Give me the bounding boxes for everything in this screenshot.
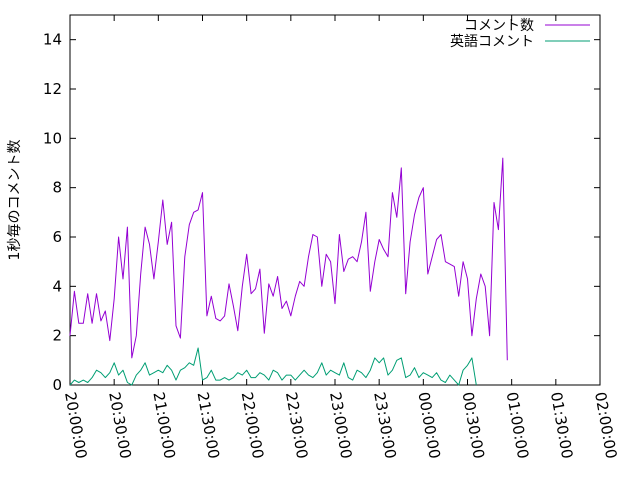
x-tick-label: 21:30:00 xyxy=(194,391,223,460)
y-tick-label: 12 xyxy=(43,80,62,98)
y-tick-label: 14 xyxy=(43,31,62,49)
x-tick-label: 22:30:00 xyxy=(282,391,311,460)
x-tick-label: 23:30:00 xyxy=(370,391,399,460)
x-tick-label: 22:00:00 xyxy=(238,391,267,460)
series-lines xyxy=(69,157,508,386)
legend-label-english: 英語コメント xyxy=(450,33,534,50)
y-tick-label: 8 xyxy=(52,179,62,197)
x-tick-label: 00:00:00 xyxy=(414,391,443,460)
y-tick-label: 6 xyxy=(52,228,62,246)
plot-frame xyxy=(69,14,601,386)
x-tick-label: 00:30:00 xyxy=(459,391,488,460)
x-tick-label: 01:00:00 xyxy=(503,391,532,460)
x-tick-label: 23:00:00 xyxy=(326,391,355,460)
y-tick-label: 10 xyxy=(43,129,62,147)
x-axis-ticks: 20:00:00 20:30:00 21:00:00 21:30:00 22:00:00… xyxy=(61,15,620,460)
y-axis-label: 1秒毎のコメント数 xyxy=(7,140,23,261)
series-line-comments xyxy=(69,157,508,361)
series-line-english xyxy=(69,347,477,386)
y-tick-label: 4 xyxy=(52,277,62,295)
x-tick-label: 20:00:00 xyxy=(61,391,90,460)
y-axis-ticks: 0 2 4 6 8 10 12 14 xyxy=(43,31,600,394)
y-tick-label: 2 xyxy=(52,327,62,345)
x-tick-label: 21:00:00 xyxy=(149,391,178,460)
legend: コメント数 英語コメント xyxy=(450,18,590,50)
x-tick-label: 20:30:00 xyxy=(105,391,134,460)
x-tick-label: 02:00:00 xyxy=(591,391,620,460)
y-tick-label: 0 xyxy=(52,376,62,394)
legend-label-comments: コメント数 xyxy=(464,18,534,34)
x-tick-label: 01:30:00 xyxy=(547,391,576,460)
